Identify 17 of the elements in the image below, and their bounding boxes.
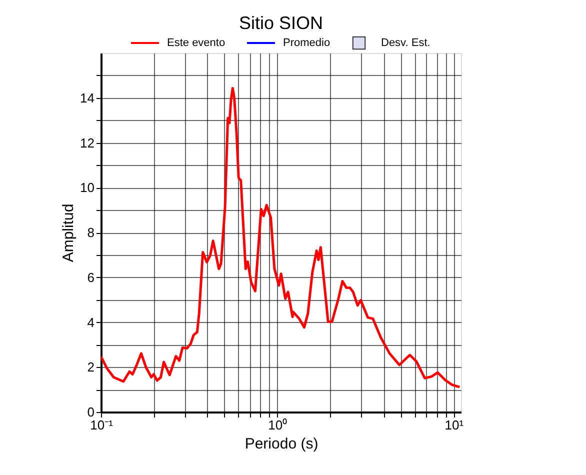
x-tick-label: 10⁻¹	[90, 418, 114, 432]
y-tick-label: 14	[80, 90, 94, 106]
y-tick-label: 2	[87, 360, 94, 375]
y-axis-title: Amplitud	[60, 204, 78, 262]
y-tick-label: 8	[87, 225, 94, 240]
y-tick-label: 4	[87, 314, 94, 330]
y-tick-label: 10	[80, 180, 94, 196]
legend-label: Desv. Est.	[381, 37, 430, 49]
legend-label: Este evento	[167, 37, 226, 49]
x-tick-label: 10⁰	[268, 418, 288, 432]
y-tick-label: 12	[80, 135, 94, 150]
x-tick-label: 10¹	[444, 418, 464, 432]
legend-label: Promedio	[283, 37, 330, 49]
y-tick-label: 0	[87, 404, 94, 420]
x-axis-title: Periodo (s)	[244, 436, 318, 452]
chart-title: Sitio SION	[238, 12, 324, 33]
y-tick-label: 6	[87, 270, 94, 285]
